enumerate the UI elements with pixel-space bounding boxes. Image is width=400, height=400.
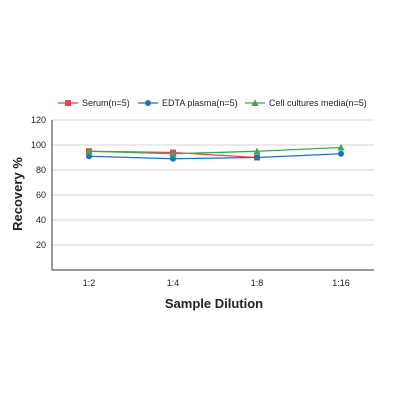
data-point [254, 154, 260, 161]
legend-marker [145, 100, 151, 106]
y-tick-label: 20 [36, 240, 46, 250]
y-tick-label: 80 [36, 165, 46, 175]
series-lines [85, 143, 345, 162]
legend-label: Cell cultures media(n=5) [269, 98, 367, 108]
x-tick-label: 1:8 [251, 278, 264, 288]
legend-label: Serum(n=5) [82, 98, 130, 108]
data-point [338, 150, 344, 157]
legend-marker [251, 99, 259, 106]
series-line [88, 146, 342, 155]
legend-item-serum-n-5: Serum(n=5) [58, 98, 130, 108]
data-point [337, 143, 345, 151]
series-cell-cultures-media-n-5 [85, 143, 345, 157]
chart-axes [51, 120, 374, 271]
series-line [88, 153, 342, 160]
data-point [169, 150, 177, 157]
y-axis-title: Recovery % [10, 157, 25, 231]
x-tick-label: 1:4 [167, 278, 180, 288]
y-tick-label: 120 [31, 115, 46, 125]
x-tick-label: 1:2 [83, 278, 96, 288]
data-point [170, 155, 176, 162]
legend-item-edta-plasma-n-5: EDTA plasma(n=5) [138, 98, 238, 108]
y-gridlines [52, 119, 374, 246]
legend-marker [65, 100, 71, 106]
x-axis-title: Sample Dilution [165, 296, 263, 311]
y-tick-label: 60 [36, 190, 46, 200]
x-tick-label: 1:16 [332, 278, 350, 288]
series-edta-plasma-n-5 [86, 150, 344, 162]
legend-item-cell-cultures-media-n-5: Cell cultures media(n=5) [245, 98, 367, 108]
legend-label: EDTA plasma(n=5) [162, 98, 238, 108]
y-tick-labels: 20 40 60 80 100 120 [31, 115, 46, 250]
y-tick-label: 100 [31, 140, 46, 150]
y-tick-label: 40 [36, 215, 46, 225]
chart-legend: Serum(n=5) EDTA plasma(n=5) Cell cultures … [58, 98, 367, 108]
x-tick-labels: 1:2 1:4 1:8 1:16 [83, 278, 350, 288]
data-point [85, 147, 93, 155]
data-point [253, 147, 261, 155]
data-point [86, 153, 92, 160]
